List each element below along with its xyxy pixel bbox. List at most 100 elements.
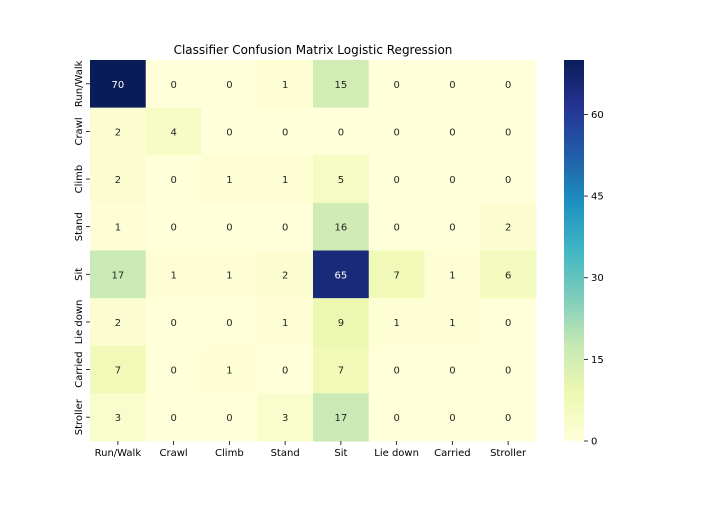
cell-value-label: 0 xyxy=(505,318,511,329)
heatmap-cell xyxy=(90,202,147,251)
cell-value-label: 0 xyxy=(226,80,232,91)
heatmap-cell xyxy=(368,107,425,156)
cell-value-label: 1 xyxy=(282,175,288,186)
cell-value-label: 17 xyxy=(112,270,125,281)
heatmap-cell xyxy=(368,393,425,442)
cell-value-label: 0 xyxy=(505,127,511,138)
y-tick-label: Crawl xyxy=(74,117,85,145)
x-tick-label: Lie down xyxy=(374,448,419,459)
cell-value-label: 0 xyxy=(449,175,455,186)
cell-value-label: 7 xyxy=(338,366,344,377)
heatmap-cell xyxy=(480,298,537,347)
heatmap-cell xyxy=(368,60,425,109)
y-axis: Run/Walk Crawl Climb Stand Sit Lie down Carrie… xyxy=(74,60,90,435)
cell-value-label: 1 xyxy=(282,80,288,91)
cell-value-label: 9 xyxy=(338,318,344,329)
cell-value-label: 0 xyxy=(449,223,455,234)
heatmap-cell xyxy=(424,298,481,347)
cell-value-label: 0 xyxy=(393,413,399,424)
cell-value-label: 0 xyxy=(226,127,232,138)
cell-value-label: 0 xyxy=(170,80,176,91)
cell-value-label: 0 xyxy=(449,413,455,424)
heatmap-cell xyxy=(201,202,258,251)
heatmap-cell xyxy=(480,250,537,299)
cell-value-label: 0 xyxy=(338,127,344,138)
y-tick-label: Climb xyxy=(74,165,85,194)
heatmap-cell xyxy=(145,393,202,442)
cell-value-label: 1 xyxy=(226,366,232,377)
cell-value-label: 7 xyxy=(115,366,121,377)
heatmap-cell xyxy=(257,60,314,109)
heatmap-cell xyxy=(424,393,481,442)
colorbar-tick-label: 45 xyxy=(591,192,604,203)
heatmap-cell xyxy=(90,155,147,204)
heatmap-cell xyxy=(368,250,425,299)
cell-value-label: 1 xyxy=(226,270,232,281)
heatmap-cell xyxy=(424,155,481,204)
cell-value-label: 2 xyxy=(282,270,288,281)
heatmap-cell xyxy=(145,298,202,347)
heatmap-cell xyxy=(201,393,258,442)
cell-value-label: 0 xyxy=(282,366,288,377)
heatmap-cell xyxy=(424,60,481,109)
cell-value-label: 1 xyxy=(393,318,399,329)
heatmap-cell xyxy=(480,202,537,251)
cell-value-label: 3 xyxy=(115,413,121,424)
heatmap-cell xyxy=(424,107,481,156)
cell-value-label: 0 xyxy=(393,366,399,377)
cell-value-label: 1 xyxy=(449,270,455,281)
cell-value-label: 0 xyxy=(170,175,176,186)
heatmap-cell xyxy=(313,345,370,394)
heatmap-cell xyxy=(145,155,202,204)
cell-value-label: 70 xyxy=(112,80,125,91)
heatmap-cell xyxy=(480,60,537,109)
heatmap-cell xyxy=(90,250,147,299)
cell-value-label: 4 xyxy=(170,127,176,138)
cell-value-label: 2 xyxy=(115,318,121,329)
cell-value-label: 1 xyxy=(449,318,455,329)
heatmap-cell xyxy=(201,345,258,394)
heatmap-cell xyxy=(90,393,147,442)
heatmap-cell xyxy=(145,202,202,251)
cell-value-label: 0 xyxy=(282,223,288,234)
x-tick-label: Run/Walk xyxy=(95,448,142,459)
heatmap-cell xyxy=(313,250,370,299)
y-tick-label: Stand xyxy=(74,212,85,241)
colorbar-tick-label: 15 xyxy=(591,355,604,366)
cell-value-label: 1 xyxy=(170,270,176,281)
heatmap-cell xyxy=(424,345,481,394)
y-tick-label: Lie down xyxy=(74,300,85,345)
colorbar-gradient xyxy=(564,60,584,441)
cell-value-label: 0 xyxy=(170,366,176,377)
cell-value-label: 5 xyxy=(338,175,344,186)
heatmap-cell xyxy=(201,60,258,109)
colorbar-tick-label: 30 xyxy=(591,273,604,284)
heatmap-cell xyxy=(201,155,258,204)
heatmap-cell xyxy=(313,60,370,109)
heatmap-cell xyxy=(480,393,537,442)
heatmap-cell xyxy=(90,298,147,347)
heatmap-cell xyxy=(257,298,314,347)
x-axis: Run/Walk Crawl Climb Stand Sit Lie down Carrie… xyxy=(95,441,527,459)
y-tick-label: Stroller xyxy=(74,398,85,435)
heatmap-cell xyxy=(257,250,314,299)
cell-value-label: 0 xyxy=(505,175,511,186)
x-tick-label: Crawl xyxy=(160,448,188,459)
x-tick-label: Carried xyxy=(434,448,470,459)
cell-value-label: 1 xyxy=(115,223,121,234)
heatmap-cell xyxy=(90,345,147,394)
heatmap-cell xyxy=(313,202,370,251)
cell-value-label: 0 xyxy=(393,223,399,234)
heatmap-cell xyxy=(313,155,370,204)
cell-value-label: 0 xyxy=(226,223,232,234)
heatmap-cell xyxy=(480,155,537,204)
heatmap-cell xyxy=(145,107,202,156)
heatmap-cell xyxy=(257,155,314,204)
heatmap-cell xyxy=(424,250,481,299)
heatmap-cell xyxy=(145,345,202,394)
heatmap-cell xyxy=(145,60,202,109)
heatmap-cell xyxy=(480,345,537,394)
heatmap-cell xyxy=(313,298,370,347)
x-tick-label: Stroller xyxy=(490,448,527,459)
